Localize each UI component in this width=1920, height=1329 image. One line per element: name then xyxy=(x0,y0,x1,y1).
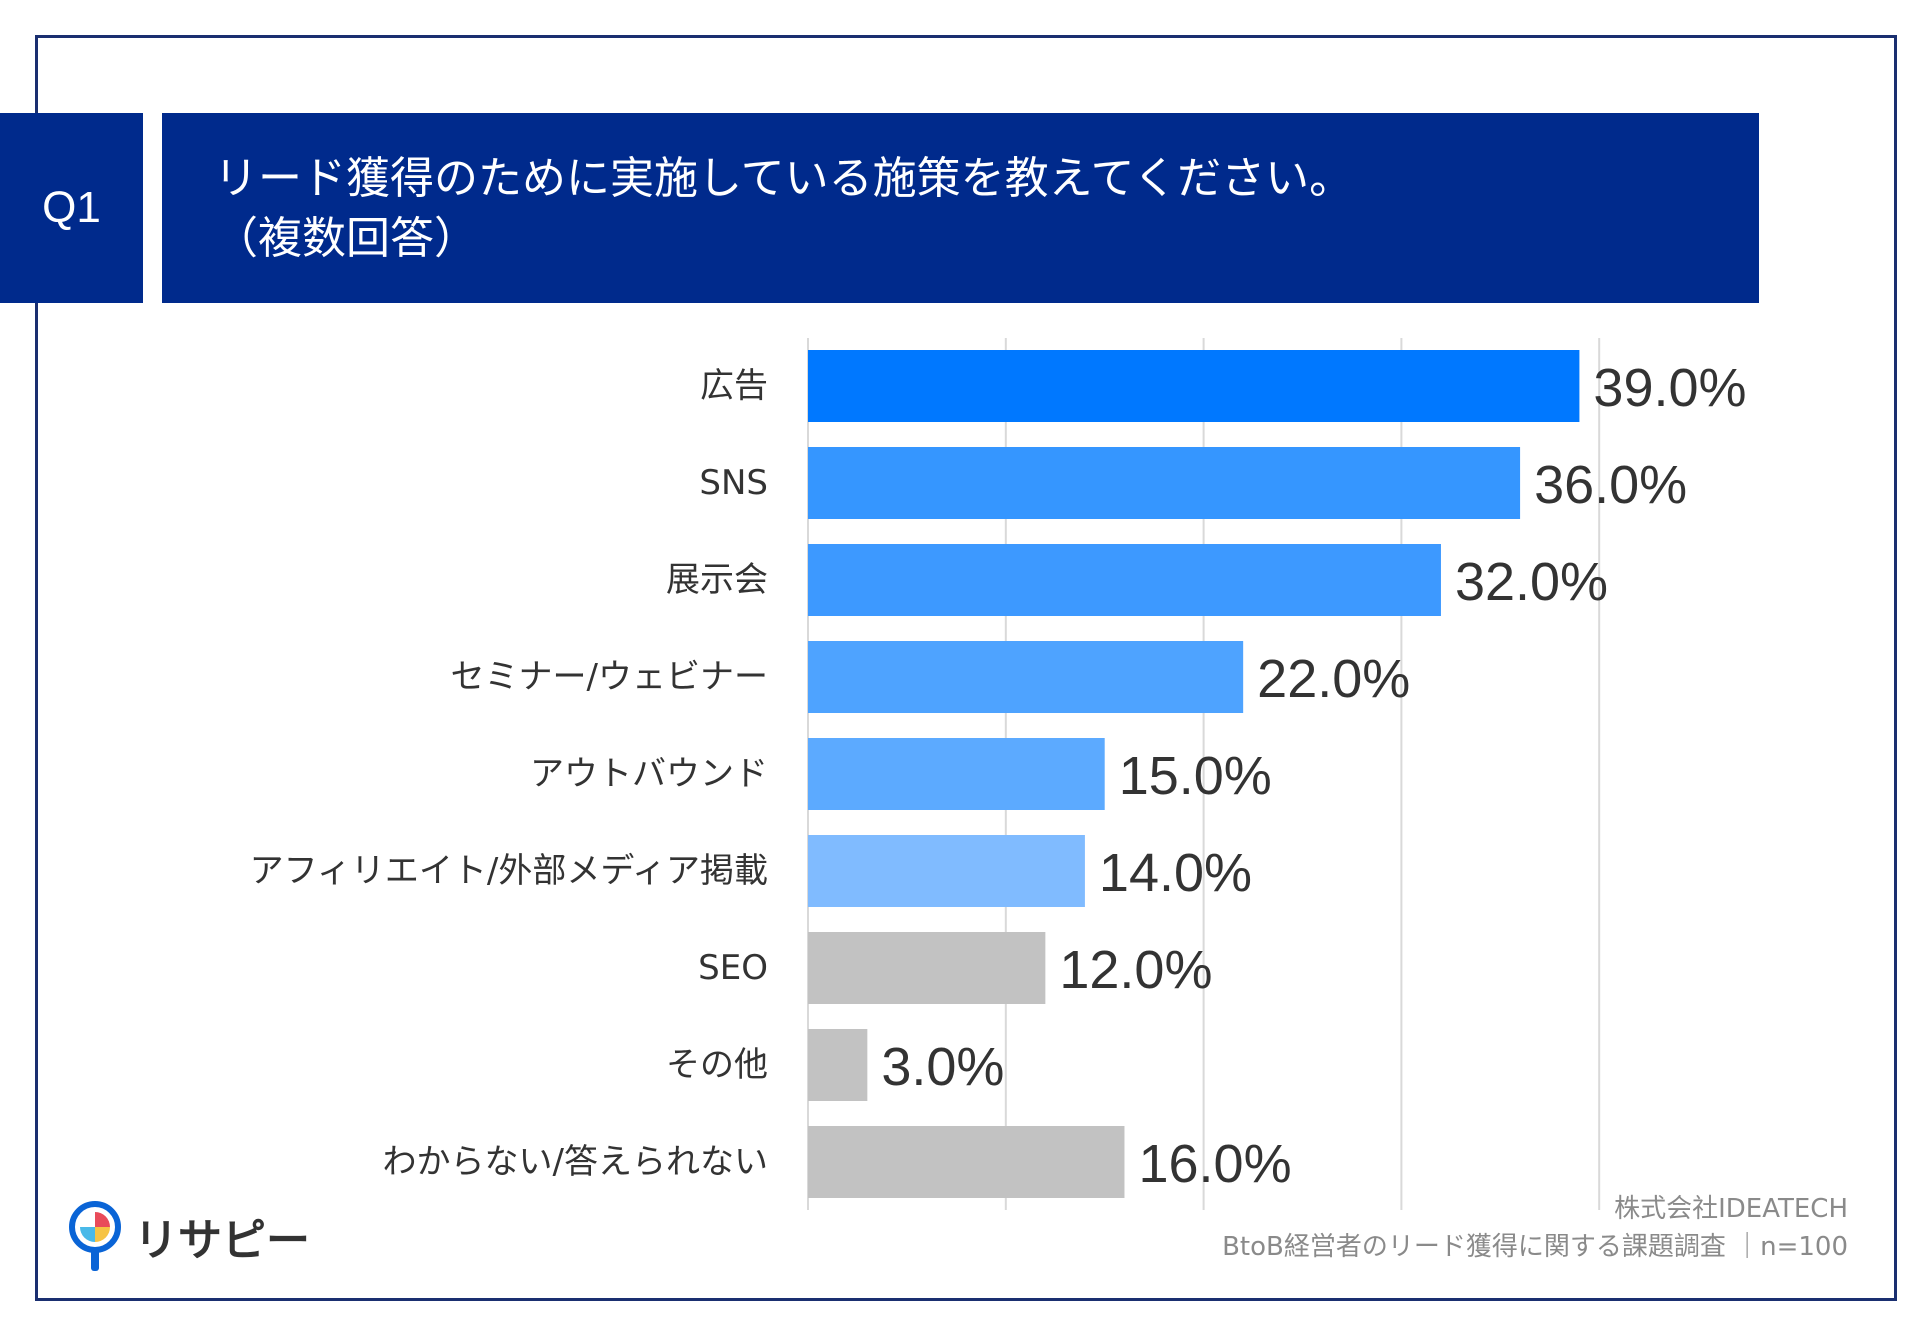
question-title-banner: リード獲得のために実施している施策を教えてください。 （複数回答） xyxy=(162,113,1759,303)
category-label: セミナー/ウェビナー xyxy=(451,657,768,697)
value-label: 22.0% xyxy=(1257,649,1410,709)
bar xyxy=(808,835,1085,907)
category-label: SEO xyxy=(698,948,768,988)
value-label: 16.0% xyxy=(1138,1134,1291,1194)
brand-logo: リサピー xyxy=(68,1200,310,1272)
value-label: 3.0% xyxy=(881,1037,1004,1097)
bar xyxy=(808,1029,868,1101)
value-label: 15.0% xyxy=(1119,746,1272,806)
question-subtitle: （複数回答） xyxy=(214,213,478,264)
question-title: リード獲得のために実施している施策を教えてください。 xyxy=(214,153,1354,204)
question-number: Q1 xyxy=(42,183,101,232)
question-number-badge: Q1 xyxy=(0,113,143,303)
magnifier-logo-icon xyxy=(69,1201,121,1271)
bar xyxy=(808,350,1580,422)
bar xyxy=(808,738,1105,810)
value-label: 12.0% xyxy=(1059,940,1212,1000)
category-label: その他 xyxy=(666,1045,768,1085)
chart-frame xyxy=(35,35,1897,1301)
bar xyxy=(808,932,1046,1004)
category-label: SNS xyxy=(699,463,768,503)
bar xyxy=(808,544,1441,616)
source-note: 株式会社IDEATECH BtoB経営者のリード獲得に関する課題調査 ｜n=10… xyxy=(1222,1190,1848,1266)
bar xyxy=(808,447,1521,519)
bar xyxy=(808,641,1244,713)
value-label: 39.0% xyxy=(1593,358,1746,418)
value-label: 14.0% xyxy=(1099,843,1252,903)
category-label: 広告 xyxy=(700,366,768,406)
brand-logo-text: リサピー xyxy=(134,1215,310,1266)
bar xyxy=(808,1126,1125,1198)
category-label: アウトバウンド xyxy=(530,754,768,794)
category-label: アフィリエイト/外部メディア掲載 xyxy=(250,851,768,891)
value-label: 36.0% xyxy=(1534,455,1687,515)
survey-name: BtoB経営者のリード獲得に関する課題調査 ｜n=100 xyxy=(1222,1232,1848,1262)
value-label: 32.0% xyxy=(1455,552,1608,612)
category-label: 展示会 xyxy=(666,560,768,600)
company-name: 株式会社IDEATECH xyxy=(1614,1194,1848,1224)
category-label: わからない/答えられない xyxy=(383,1142,768,1182)
